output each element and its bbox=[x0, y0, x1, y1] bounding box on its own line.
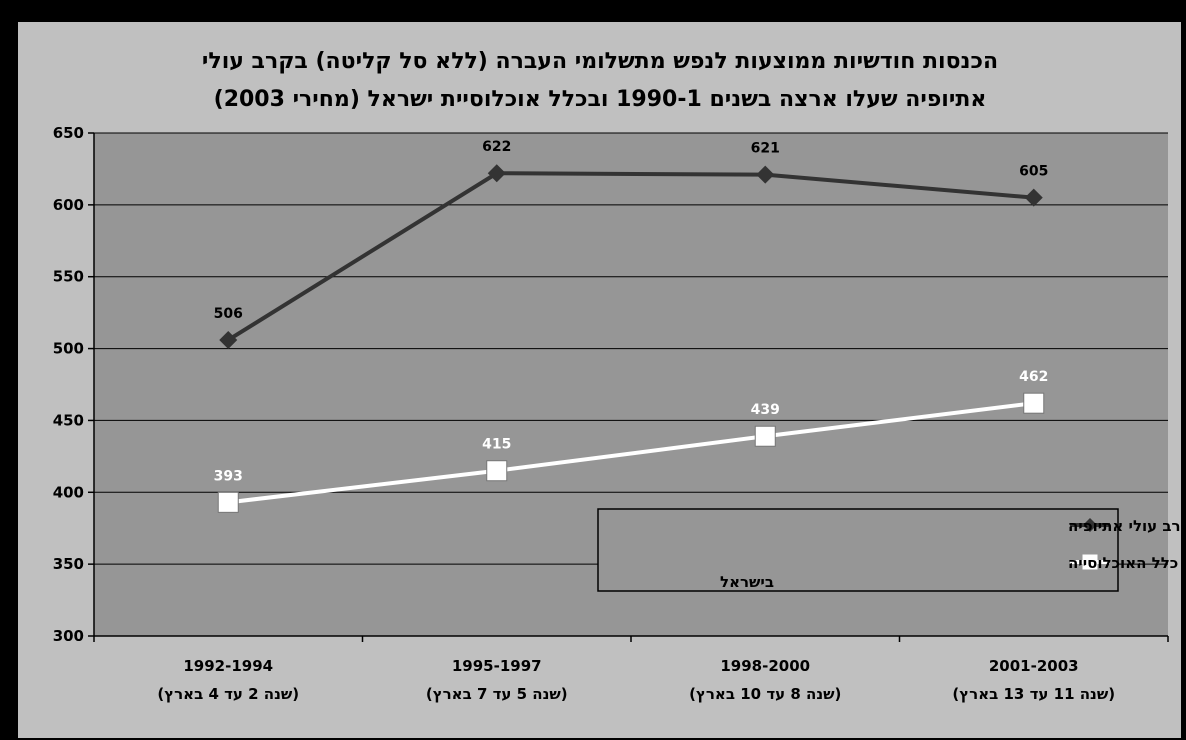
square-marker bbox=[1023, 392, 1045, 414]
y-tick-label: 400 bbox=[53, 483, 84, 501]
x-category-label-period: (שנה 11 עד 13 בארץ) bbox=[952, 685, 1115, 703]
square-marker bbox=[754, 425, 776, 447]
x-category-labels: 1992-1994 (שנה 2 עד 4 בארץ) 1995-1997 (ש… bbox=[157, 657, 1115, 703]
data-label: 415 bbox=[482, 437, 511, 453]
data-label: 439 bbox=[751, 402, 780, 418]
y-tick-label: 500 bbox=[53, 340, 84, 358]
legend-swatch-square-icon bbox=[1082, 554, 1098, 570]
diamond-marker bbox=[487, 164, 506, 183]
y-tick-label: 550 bbox=[53, 268, 84, 286]
data-label: 393 bbox=[214, 468, 243, 484]
diamond-marker bbox=[219, 330, 238, 349]
legend-label-total-line-1: הכנסות מתשלומי העברה לנפש בקרב כלל האוכל… bbox=[1068, 554, 1186, 572]
x-category-label-period: (שנה 8 עד 10 בארץ) bbox=[689, 685, 841, 703]
x-category-label-years: 1998-2000 bbox=[720, 657, 810, 675]
y-tick-label: 450 bbox=[53, 411, 84, 429]
diamond-marker bbox=[756, 165, 775, 184]
gridlines bbox=[94, 132, 1168, 565]
legend-label-ethiopian: הכנסות מתשלומי העברה לנפש בקרב עולי אתיו… bbox=[1068, 517, 1186, 535]
legend-box bbox=[597, 508, 1119, 592]
y-tick-labels: 650 600 550 500 450 400 350 300 bbox=[53, 124, 84, 645]
chart-title-line-2: אתיופיה שעלו ארצה בשנים 1990-1 ובכלל אוכ… bbox=[214, 87, 987, 112]
x-category-label-years: 1995-1997 bbox=[452, 657, 542, 675]
series-ethiopian-immigrants-line bbox=[227, 171, 1034, 342]
data-label: 622 bbox=[482, 139, 511, 155]
square-marker bbox=[486, 460, 508, 482]
y-tick-label: 350 bbox=[53, 555, 84, 573]
series-total-population-markers bbox=[217, 392, 1045, 513]
y-tick-label: 650 bbox=[53, 124, 84, 142]
data-label: 506 bbox=[214, 306, 243, 322]
y-tick-label: 300 bbox=[53, 627, 84, 645]
data-label: 621 bbox=[751, 141, 780, 157]
y-tick-marks bbox=[88, 132, 94, 637]
series-ethiopian-immigrants-data-labels: 506 622 621 605 bbox=[214, 139, 1049, 322]
x-category-label-period: (שנה 5 עד 7 בארץ) bbox=[426, 685, 568, 703]
data-label: 605 bbox=[1019, 164, 1048, 180]
chart-title-line-1: הכנסות חודשיות ממוצעות לנפש מתשלומי העבר… bbox=[202, 49, 998, 74]
x-tick-marks bbox=[93, 636, 1169, 642]
x-category-label-period: (שנה 2 עד 4 בארץ) bbox=[157, 685, 299, 703]
square-marker bbox=[217, 491, 239, 513]
legend-label-total-line-2: בישראל bbox=[720, 573, 774, 591]
series-total-population-line bbox=[228, 401, 1034, 505]
series-ethiopian-immigrants-markers bbox=[219, 164, 1043, 349]
x-category-label-years: 1992-1994 bbox=[183, 657, 273, 675]
y-tick-label: 600 bbox=[53, 196, 84, 214]
data-label: 462 bbox=[1019, 369, 1048, 385]
legend: הכנסות מתשלומי העברה לנפש בקרב עולי אתיו… bbox=[597, 508, 1186, 592]
x-category-label-years: 2001-2003 bbox=[989, 657, 1079, 675]
series-total-population-data-labels: 393 415 439 462 bbox=[214, 369, 1049, 484]
diamond-marker bbox=[1024, 188, 1043, 207]
legend-swatch-diamond-icon bbox=[1083, 518, 1097, 532]
